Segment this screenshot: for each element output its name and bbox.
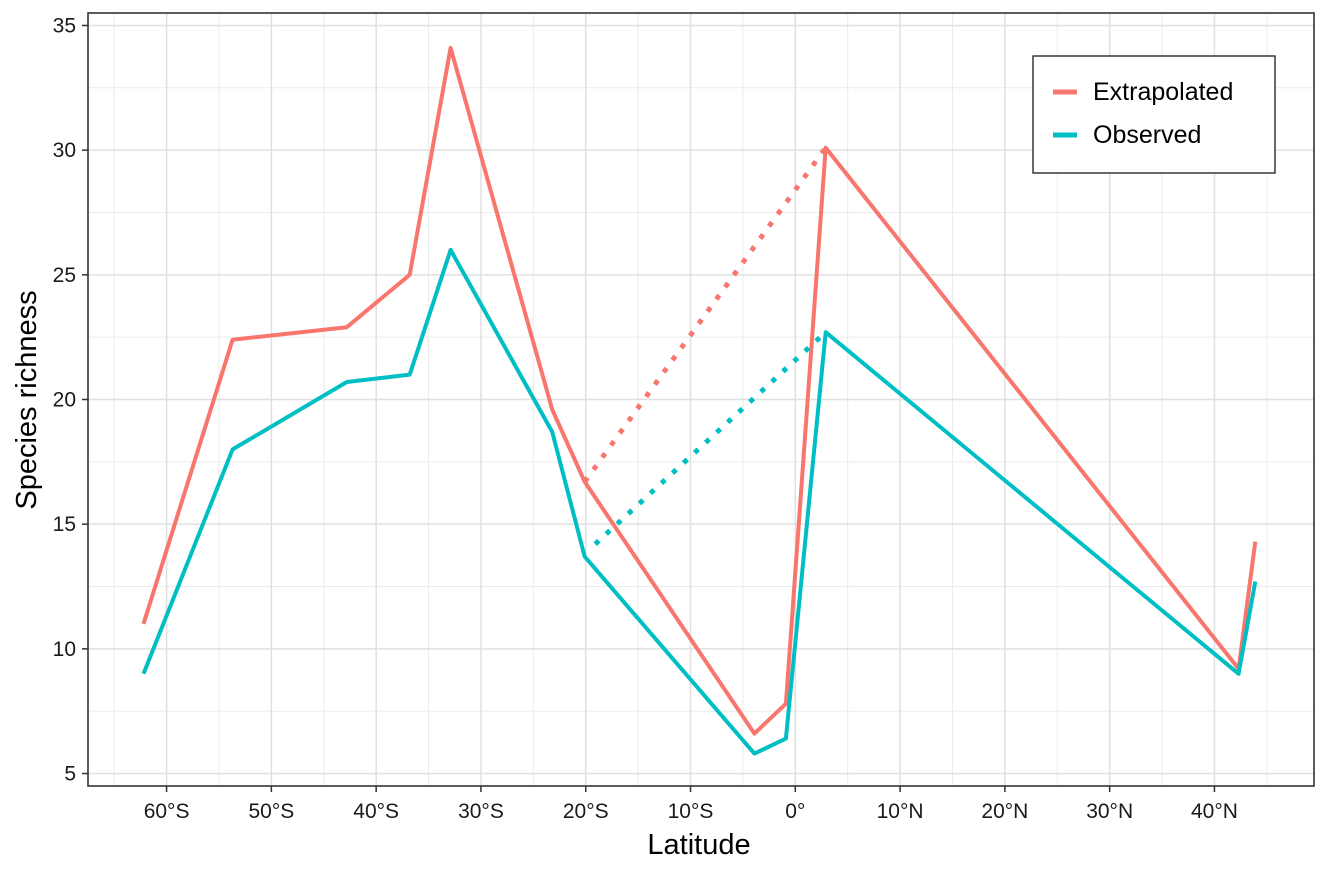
y-axis: 5 10 15 20 25 30 35 bbox=[53, 14, 88, 786]
y-tick-label: 25 bbox=[53, 264, 76, 287]
x-tick-label: 20°N bbox=[981, 800, 1028, 823]
y-tick-label: 35 bbox=[53, 14, 76, 37]
x-tick-label: 30°N bbox=[1086, 800, 1133, 823]
x-tick-label: 10°S bbox=[668, 800, 714, 823]
x-tick-label: 40°S bbox=[353, 800, 399, 823]
y-tick-label: 15 bbox=[53, 513, 76, 536]
x-tick-label: 40°N bbox=[1191, 800, 1238, 823]
legend: Extrapolated Observed bbox=[1032, 55, 1276, 174]
series-layer bbox=[141, 45, 1258, 756]
legend-label-observed: Observed bbox=[1093, 121, 1201, 149]
y-tick-label: 20 bbox=[53, 389, 76, 412]
x-tick-label: 0° bbox=[785, 800, 805, 823]
y-tick-label: 5 bbox=[64, 763, 76, 786]
x-axis-title: Latitude bbox=[647, 829, 750, 861]
y-tick-label: 30 bbox=[53, 139, 76, 162]
x-tick-label: 20°S bbox=[563, 800, 609, 823]
series-line-extrapolated bbox=[141, 45, 1258, 736]
y-tick-label: 10 bbox=[53, 638, 76, 661]
x-tick-label: 30°S bbox=[458, 800, 504, 823]
y-axis-title: Species richness bbox=[11, 290, 43, 509]
x-tick-label: 50°S bbox=[248, 800, 294, 823]
legend-label-extrapolated: Extrapolated bbox=[1093, 78, 1233, 106]
x-tick-label: 60°S bbox=[144, 800, 190, 823]
series-line-observed bbox=[141, 247, 1258, 756]
x-tick-label: 10°N bbox=[877, 800, 924, 823]
x-axis: 60°S 50°S 40°S 30°S 20°S 10°S 0° 10°N 20°N 30°N 40… bbox=[144, 786, 1238, 823]
legend-box bbox=[1032, 55, 1276, 174]
